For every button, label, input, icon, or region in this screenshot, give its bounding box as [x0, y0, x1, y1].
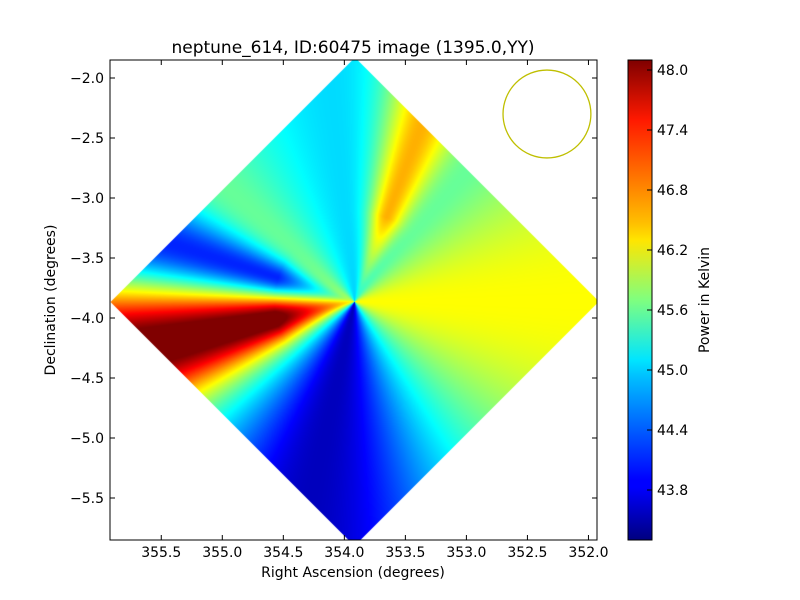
y-axis-label: Declination (degrees) — [43, 225, 59, 376]
x-tick-label: 352.0 — [568, 545, 608, 561]
x-tick-label: 354.5 — [263, 545, 303, 561]
colorbar-tick-label: 48.0 — [657, 63, 688, 79]
heatmap-image — [110, 60, 597, 540]
colorbar-ticks: 48.0 47.4 46.8 46.2 45.6 45.0 44.4 43.8 — [647, 63, 688, 499]
plot-frame — [109, 59, 598, 541]
y-tick-label: −4.5 — [70, 371, 104, 387]
chart-title: neptune_614, ID:60475 image (1395.0,YY) — [171, 38, 534, 58]
colorbar-tick-label: 45.6 — [657, 303, 688, 319]
y-tick-label: −2.0 — [70, 71, 104, 87]
colorbar-tick-label: 44.4 — [657, 423, 688, 439]
colorbar-tick-label: 47.4 — [657, 123, 688, 139]
y-tick-label: −3.0 — [70, 191, 104, 207]
y-tick-label: −2.5 — [70, 131, 104, 147]
colorbar-tick-label: 46.2 — [657, 243, 688, 259]
heatmap-raster — [110, 60, 597, 540]
colorbar-tick-label: 46.8 — [657, 183, 688, 199]
y-tick-label: −5.5 — [70, 491, 104, 507]
colorbar-tick-label: 43.8 — [657, 483, 688, 499]
x-tick-label: 352.5 — [507, 545, 547, 561]
y-tick-label: −5.0 — [70, 431, 104, 447]
colorbar-gradient — [628, 60, 652, 540]
y-axis-ticks: −2.0 −2.5 −3.0 −3.5 −4.0 −4.5 −5.0 −5.5 — [70, 71, 597, 507]
x-tick-label: 355.5 — [141, 545, 181, 561]
beam-circle — [502, 69, 592, 159]
y-tick-label: −3.5 — [70, 251, 104, 267]
x-axis-label: Right Ascension (degrees) — [261, 565, 445, 581]
colorbar-label: Power in Kelvin — [697, 247, 713, 353]
colorbar-tick-label: 45.0 — [657, 363, 688, 379]
x-tick-label: 354.0 — [324, 545, 364, 561]
colorbar-frame — [627, 59, 653, 541]
x-tick-label: 353.0 — [446, 545, 486, 561]
x-tick-label: 353.5 — [385, 545, 425, 561]
y-tick-label: −4.0 — [70, 311, 104, 327]
x-tick-label: 355.0 — [202, 545, 242, 561]
x-axis-ticks: 355.5 355.0 354.5 354.0 353.5 353.0 352.5 352.0 — [141, 60, 609, 561]
